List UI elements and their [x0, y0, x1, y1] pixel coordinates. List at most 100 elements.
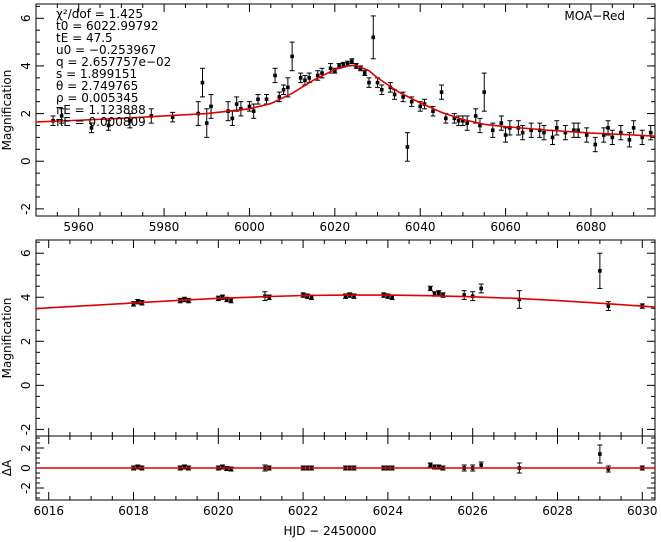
- data-point: [251, 109, 256, 113]
- data-point: [473, 114, 478, 118]
- data-point: [309, 295, 314, 300]
- data-point: [298, 76, 303, 80]
- data-point: [598, 269, 602, 273]
- y-tick-label: 0: [19, 382, 33, 390]
- y-tick-label: -2: [19, 203, 33, 215]
- y-axis-title: Magnification: [0, 298, 14, 379]
- fit-parameter: πE = 1.123888: [56, 103, 146, 117]
- data-point: [204, 121, 209, 125]
- data-point: [234, 102, 239, 106]
- data-point: [89, 126, 94, 130]
- data-point: [431, 109, 435, 113]
- data-point: [499, 121, 504, 125]
- data-point: [439, 90, 444, 94]
- data-point: [432, 292, 437, 296]
- data-point: [264, 97, 269, 102]
- data-point: [627, 137, 632, 142]
- data-point: [593, 142, 598, 147]
- data-point: [277, 95, 282, 99]
- data-point: [631, 126, 636, 130]
- data-point: [182, 465, 187, 469]
- data-point: [247, 104, 252, 109]
- data-point: [490, 128, 495, 133]
- y-tick-label: 4: [19, 293, 33, 301]
- data-point: [345, 61, 350, 66]
- data-point: [606, 126, 610, 130]
- x-tick-label: 5960: [63, 220, 94, 234]
- x-tick-label: 6022: [288, 504, 319, 518]
- x-tick-label: 6026: [457, 504, 488, 518]
- data-point: [337, 64, 341, 68]
- data-point: [517, 297, 522, 302]
- zoom-panel: -2 0 2 4 6 Magnification: [0, 239, 656, 437]
- data-point: [362, 71, 367, 75]
- data-point: [131, 302, 136, 306]
- data-point: [482, 90, 487, 94]
- x-tick-label: 6028: [542, 504, 573, 518]
- data-point: [358, 66, 363, 71]
- y-tick-label: 6: [19, 249, 33, 257]
- data-point: [341, 62, 346, 67]
- data-point: [350, 59, 354, 63]
- fit-parameter: πE = 0.000809: [56, 115, 146, 129]
- data-point: [418, 104, 423, 109]
- data-point: [572, 128, 576, 133]
- data-point: [640, 135, 644, 140]
- data-point: [444, 116, 448, 121]
- data-point: [392, 92, 397, 97]
- x-axis-title: HJD − 2450000: [284, 524, 377, 538]
- data-point: [598, 452, 602, 456]
- model-curve: [36, 64, 655, 137]
- data-point: [610, 135, 615, 140]
- data-point: [390, 295, 394, 300]
- plot-frame: [35, 239, 656, 437]
- data-point: [436, 465, 441, 469]
- data-point: [456, 118, 461, 123]
- data-point: [503, 133, 508, 137]
- data-point: [135, 465, 140, 469]
- y-tick-label: 6: [19, 14, 33, 22]
- data-point: [542, 130, 546, 135]
- x-tick-label: 6030: [627, 504, 658, 518]
- data-point: [135, 299, 140, 304]
- data-point: [452, 116, 457, 121]
- data-point: [428, 286, 433, 291]
- residual-panel: 6016 6018 6020 6022 6024 6026 6028 6030 -2 0 2 ΔA: [0, 435, 658, 518]
- data-point: [281, 87, 286, 92]
- data-point: [529, 128, 533, 133]
- data-point: [371, 35, 376, 40]
- y-axis-title: Magnification: [0, 70, 14, 151]
- data-point: [601, 133, 606, 137]
- data-point: [550, 135, 555, 140]
- x-tick-label: 6060: [490, 220, 521, 234]
- data-point: [290, 54, 294, 59]
- data-point: [465, 121, 469, 125]
- x-tick-label: 6040: [405, 220, 436, 234]
- y-tick-label: 4: [19, 62, 33, 70]
- data-point: [563, 130, 568, 135]
- data-point: [436, 291, 441, 295]
- data-point: [478, 123, 482, 128]
- data-point: [59, 114, 64, 118]
- data-point: [606, 467, 611, 471]
- model-curve: [36, 294, 655, 310]
- data-point: [409, 99, 414, 104]
- x-tick-label: 6000: [234, 220, 265, 234]
- data-point: [106, 123, 111, 128]
- data-point: [619, 130, 623, 135]
- data-point: [200, 80, 205, 85]
- data-point: [461, 118, 465, 123]
- data-point: [229, 298, 233, 303]
- data-point: [333, 68, 337, 73]
- data-point: [328, 66, 333, 71]
- data-point: [379, 87, 384, 92]
- data-point: [375, 80, 380, 85]
- x-tick-label: 6020: [320, 220, 351, 234]
- data-point: [648, 130, 653, 135]
- x-tick-label: 6020: [203, 504, 234, 518]
- y-tick-label: -2: [19, 423, 33, 435]
- fit-parameter: θ = 2.749765: [56, 79, 138, 93]
- data-point: [315, 73, 320, 78]
- fit-parameter: t0 = 6022.99792: [56, 19, 159, 33]
- x-tick-label: 5980: [149, 220, 180, 234]
